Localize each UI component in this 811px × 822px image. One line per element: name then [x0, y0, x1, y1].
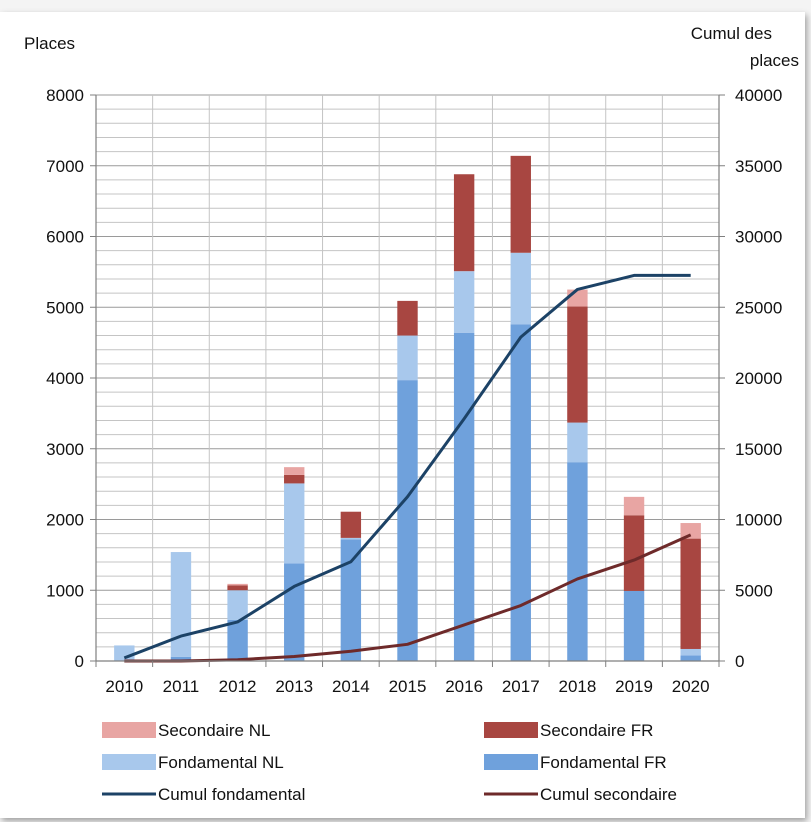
right-tick-label: 5000: [735, 581, 773, 600]
left-tick-label: 5000: [46, 298, 84, 317]
x-tick-label: 2013: [275, 677, 313, 696]
bar-secondaire-nl: [227, 583, 248, 586]
bar-secondaire-fr: [227, 585, 248, 591]
left-tick-label: 7000: [46, 157, 84, 176]
x-tick-label: 2020: [672, 677, 710, 696]
x-tick-label: 2018: [558, 677, 596, 696]
legend-swatch: [102, 722, 156, 738]
bar-secondaire-nl: [623, 496, 645, 516]
legend-label: Fondamental FR: [540, 753, 667, 772]
legend-swatch: [102, 754, 156, 770]
bar-fondamental-fr: [284, 563, 305, 661]
left-tick-label: 4000: [46, 369, 84, 388]
left-axis-title: Places: [24, 34, 75, 53]
right-tick-label: 35000: [735, 157, 782, 176]
bar-layer: [114, 155, 701, 661]
left-tick-label: 3000: [46, 440, 84, 459]
bar-fondamental-nl: [284, 483, 305, 564]
axis-layer: 0 1000 2000 3000 4000 5000 6000 7000 8000 0 5000 10…: [46, 86, 782, 696]
legend-label: Fondamental NL: [158, 753, 284, 772]
bar-fondamental-nl: [680, 648, 701, 656]
bar-fondamental-fr: [453, 332, 475, 661]
bar-fondamental-fr: [623, 590, 645, 661]
bar-fondamental-nl: [340, 537, 362, 540]
x-tick-label: 2014: [332, 677, 370, 696]
right-tick-label: 25000: [735, 298, 782, 317]
right-tick-label: 0: [735, 652, 744, 671]
bar-secondaire-nl: [680, 523, 701, 539]
right-axis-title-line1: Cumul des: [691, 24, 772, 43]
x-tick-label: 2015: [389, 677, 427, 696]
chart-panel: 0 1000 2000 3000 4000 5000 6000 7000 8000 0 5000 10…: [0, 12, 805, 818]
bar-fondamental-fr: [510, 324, 531, 661]
left-tick-label: 2000: [46, 511, 84, 530]
bar-secondaire-fr: [510, 155, 531, 253]
x-tick-label: 2010: [105, 677, 143, 696]
bar-fondamental-fr: [397, 380, 418, 661]
legend: Secondaire NL Secondaire FR Fondamental NL…: [102, 721, 677, 804]
bar-secondaire-nl: [567, 289, 588, 307]
left-tick-label: 1000: [46, 581, 84, 600]
bar-fondamental-fr: [170, 656, 192, 661]
right-tick-label: 15000: [735, 440, 782, 459]
right-tick-label: 40000: [735, 86, 782, 105]
left-tick-label: 0: [75, 652, 84, 671]
bar-fondamental-nl: [453, 271, 475, 333]
bar-fondamental-nl: [397, 335, 418, 381]
bar-fondamental-fr: [680, 655, 701, 661]
legend-label: Secondaire FR: [540, 721, 653, 740]
bar-secondaire-fr: [453, 174, 475, 272]
right-tick-label: 20000: [735, 369, 782, 388]
right-tick-label: 10000: [735, 511, 782, 530]
bar-fondamental-nl: [567, 422, 588, 463]
x-tick-label: 2017: [502, 677, 540, 696]
line-cumul-fondamental: [123, 273, 691, 660]
bar-secondaire-fr: [340, 511, 362, 538]
bar-secondaire-fr: [284, 474, 305, 484]
legend-label: Cumul fondamental: [158, 785, 305, 804]
bar-secondaire-nl: [284, 467, 305, 475]
bar-fondamental-nl: [227, 590, 248, 620]
bar-fondamental-nl: [510, 252, 531, 325]
x-tick-label: 2012: [219, 677, 257, 696]
legend-swatch: [484, 722, 538, 738]
bar-secondaire-fr: [680, 538, 701, 649]
line-cumul-secondaire: [124, 533, 692, 663]
legend-swatch: [484, 754, 538, 770]
x-tick-label: 2019: [615, 677, 653, 696]
bar-secondaire-fr: [397, 300, 418, 336]
bar-fondamental-fr: [340, 539, 362, 661]
bar-fondamental-fr: [227, 619, 248, 661]
chart-svg: 0 1000 2000 3000 4000 5000 6000 7000 8000 0 5000 10…: [24, 24, 799, 804]
bar-secondaire-fr: [623, 515, 645, 591]
bar-fondamental-nl: [170, 552, 192, 657]
bar-fondamental-fr: [567, 462, 588, 661]
right-axis-title-line2: places: [750, 51, 799, 70]
bar-secondaire-fr: [567, 306, 588, 423]
left-tick-label: 6000: [46, 228, 84, 247]
x-tick-label: 2011: [163, 677, 200, 696]
bar-fondamental-nl: [114, 645, 135, 661]
x-tick-label: 2016: [445, 677, 483, 696]
legend-label: Secondaire NL: [158, 721, 270, 740]
line-layer: [123, 273, 692, 663]
left-tick-label: 8000: [46, 86, 84, 105]
right-tick-label: 30000: [735, 228, 782, 247]
legend-label: Cumul secondaire: [540, 785, 677, 804]
